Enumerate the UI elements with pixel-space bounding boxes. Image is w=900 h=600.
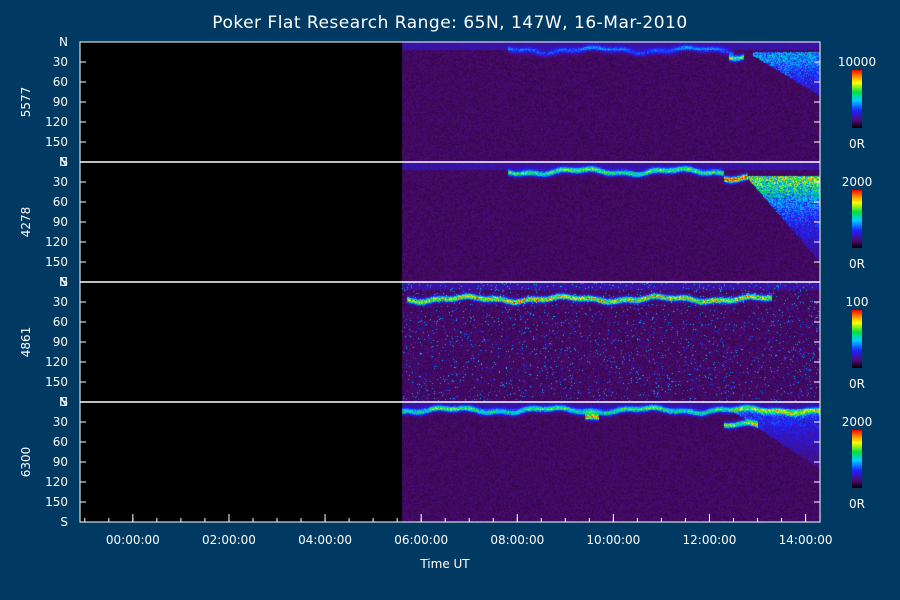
x-tick-label: 04:00:00: [298, 533, 352, 547]
colorbar-min-label: 0R: [849, 377, 865, 391]
panel-4278: N 30 60 90 120 150 S 4278 2000 0R: [19, 155, 872, 289]
x-tick-label: 00:00:00: [106, 533, 160, 547]
y-tick-label: N: [59, 35, 68, 49]
y-tick-label: 90: [53, 455, 68, 469]
y-tick-label: 150: [45, 255, 68, 269]
panel-wavelength-label: 4278: [19, 207, 33, 238]
colorbar-min-label: 0R: [849, 137, 865, 151]
y-tick-label: 90: [53, 335, 68, 349]
y-tick-label: 90: [53, 215, 68, 229]
colorbar: [852, 310, 862, 368]
y-tick-label: 120: [45, 115, 68, 129]
y-tick-label: 30: [53, 415, 68, 429]
panel-5577: N 30 60 90 120 150 S 5577 10000 0R: [19, 35, 876, 169]
heatmap-image: [80, 162, 820, 282]
y-tick-label: 30: [53, 55, 68, 69]
y-tick-label: 60: [53, 195, 68, 209]
y-tick-label: N: [59, 155, 68, 169]
y-tick-label: 150: [45, 375, 68, 389]
x-axis-label: Time UT: [419, 557, 470, 571]
colorbar-min-label: 0R: [849, 497, 865, 511]
y-tick-label: 60: [53, 435, 68, 449]
colorbar: [852, 430, 862, 488]
colorbar-max-label: 2000: [842, 175, 873, 189]
y-tick-label: N: [59, 275, 68, 289]
y-tick-label: 120: [45, 355, 68, 369]
y-tick-label: 120: [45, 235, 68, 249]
x-tick-label: 14:00:00: [779, 533, 833, 547]
y-tick-label: 30: [53, 295, 68, 309]
heatmap-image: [80, 282, 820, 402]
x-tick-label: 10:00:00: [586, 533, 640, 547]
x-tick-label: 08:00:00: [490, 533, 544, 547]
y-tick-label: 60: [53, 315, 68, 329]
x-tick-label: 12:00:00: [683, 533, 737, 547]
colorbar-max-label: 2000: [842, 415, 873, 429]
y-tick-label: 60: [53, 75, 68, 89]
x-tick-label: 02:00:00: [202, 533, 256, 547]
panels: N 30 60 90 120 150 S 5577 10000 0R N 30 60 90 120 150 S 4…: [19, 35, 876, 529]
colorbar-max-label: 10000: [838, 55, 876, 69]
y-tick-label: 150: [45, 495, 68, 509]
y-tick-label: 30: [53, 175, 68, 189]
y-tick-label: S: [60, 395, 68, 409]
y-tick-label: S: [60, 515, 68, 529]
colorbar-max-label: 100: [846, 295, 869, 309]
panel-4861: N 30 60 90 120 150 S 4861 100 0R: [19, 275, 868, 409]
y-tick-label: S: [60, 155, 68, 169]
heatmap-image: [80, 402, 820, 522]
panel-wavelength-label: 6300: [19, 447, 33, 478]
panel-wavelength-label: 5577: [19, 87, 33, 118]
heatmap-image: [80, 42, 820, 162]
y-tick-label: N: [59, 395, 68, 409]
panel-6300: N 30 60 90 120 150 S 6300 2000 0R: [19, 395, 872, 529]
chart-title: Poker Flat Research Range: 65N, 147W, 16…: [212, 13, 687, 33]
panel-wavelength-label: 4861: [19, 327, 33, 358]
colorbar: [852, 70, 862, 128]
colorbar-min-label: 0R: [849, 257, 865, 271]
y-tick-label: S: [60, 275, 68, 289]
x-axis: 00:00:00 02:00:00 04:00:00 06:00:00 08:00:00…: [84, 514, 833, 547]
colorbar: [852, 190, 862, 248]
y-tick-label: 150: [45, 135, 68, 149]
y-tick-label: 120: [45, 475, 68, 489]
x-tick-label: 06:00:00: [394, 533, 448, 547]
y-tick-label: 90: [53, 95, 68, 109]
